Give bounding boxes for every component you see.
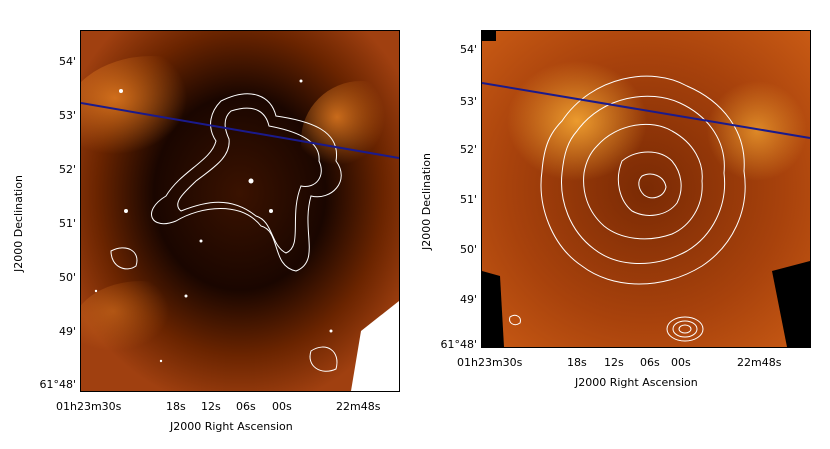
- left-xtick-3: 06s: [236, 400, 256, 413]
- right-ytick-6: 61°48': [440, 338, 477, 351]
- left-ytick-6: 61°48': [39, 378, 76, 391]
- left-xtick-5: 22m48s: [336, 400, 381, 413]
- right-xlabel: J2000 Right Ascension: [575, 376, 698, 389]
- left-ytick-0: 54': [58, 55, 76, 68]
- right-xtick-2: 12s: [604, 356, 624, 369]
- right-panel: 54' 53' 52' 51' 50' 49' 61°48' 01h23m30s…: [415, 0, 830, 449]
- left-image: [81, 31, 399, 391]
- right-ytick-2: 52': [459, 143, 477, 156]
- right-ytick-1: 53': [459, 95, 477, 108]
- right-ytick-0: 54': [459, 43, 477, 56]
- left-ytick-1: 53': [58, 109, 76, 122]
- left-ytick-4: 50': [58, 271, 76, 284]
- left-xlabel: J2000 Right Ascension: [170, 420, 293, 433]
- right-ytick-4: 50': [459, 243, 477, 256]
- right-image: [482, 31, 810, 347]
- left-ytick-2: 52': [58, 163, 76, 176]
- right-ytick-5: 49': [459, 293, 477, 306]
- left-ytick-5: 49': [58, 325, 76, 338]
- right-xtick-5: 22m48s: [737, 356, 782, 369]
- left-ytick-3: 51': [58, 217, 76, 230]
- right-xtick-0: 01h23m30s: [457, 356, 523, 369]
- right-image-frame: [481, 30, 811, 348]
- left-xtick-1: 18s: [166, 400, 186, 413]
- right-ylabel: J2000 Declination: [420, 153, 433, 250]
- left-blue-line: [81, 102, 399, 159]
- right-xtick-1: 18s: [567, 356, 587, 369]
- right-xtick-4: 00s: [671, 356, 691, 369]
- right-xtick-3: 06s: [640, 356, 660, 369]
- right-blue-line: [482, 82, 810, 139]
- left-xtick-0: 01h23m30s: [56, 400, 122, 413]
- left-image-frame: [80, 30, 400, 392]
- left-xtick-2: 12s: [201, 400, 221, 413]
- left-ylabel: J2000 Declination: [12, 175, 25, 272]
- left-panel: 54' 53' 52' 51' 50' 49' 61°48' 01h23m30s…: [12, 30, 400, 433]
- left-xtick-4: 00s: [272, 400, 292, 413]
- right-ytick-3: 51': [459, 193, 477, 206]
